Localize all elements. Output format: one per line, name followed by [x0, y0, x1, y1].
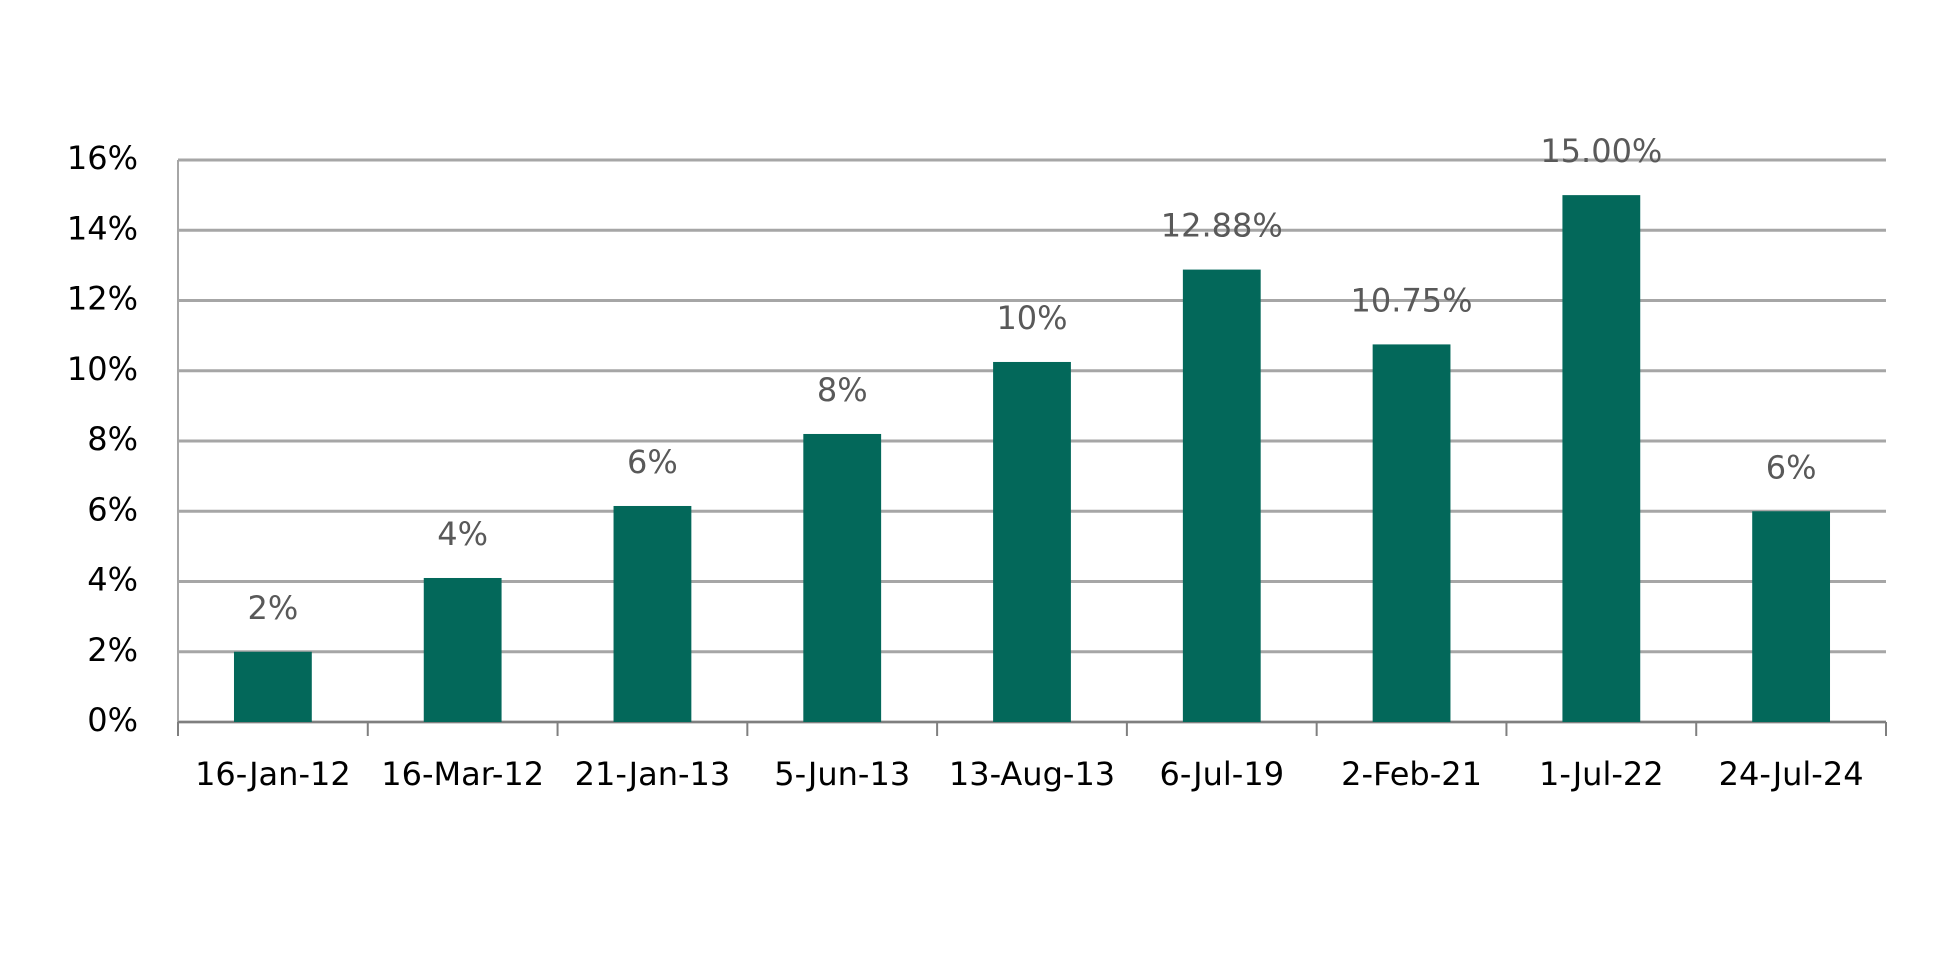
bar [613, 505, 692, 722]
bar [1182, 269, 1261, 722]
y-tick-label: 6% [87, 490, 138, 528]
x-tick-label: 1-Jul-22 [1539, 755, 1664, 793]
y-tick-label: 12% [67, 280, 138, 318]
y-tick-label: 2% [87, 631, 138, 669]
y-tick-label: 4% [87, 561, 138, 599]
y-tick-label: 8% [87, 420, 138, 458]
value-label: 8% [817, 371, 868, 409]
bar [423, 577, 502, 722]
value-label: 2% [248, 589, 299, 627]
x-tick-label: 24-Jul-24 [1719, 755, 1864, 793]
value-label: 4% [437, 515, 488, 553]
value-label: 10% [996, 299, 1067, 337]
x-tick-label: 21-Jan-13 [575, 755, 731, 793]
y-tick-label: 0% [87, 701, 138, 739]
value-label: 12.88% [1161, 207, 1283, 245]
x-tick-label: 5-Jun-13 [774, 755, 910, 793]
value-label: 15.00% [1540, 132, 1662, 170]
x-tick-label: 16-Mar-12 [381, 755, 544, 793]
y-tick-label: 16% [67, 139, 138, 177]
x-tick-label: 6-Jul-19 [1159, 755, 1284, 793]
bar [993, 361, 1071, 722]
bar [233, 651, 312, 722]
bar [1372, 344, 1451, 722]
x-tick-label: 2-Feb-21 [1341, 755, 1482, 793]
y-tick-label: 10% [67, 350, 138, 388]
x-tick-label: 16-Jan-12 [195, 755, 351, 793]
bar [1562, 195, 1641, 722]
value-label: 10.75% [1351, 281, 1473, 319]
value-label: 6% [1766, 448, 1817, 486]
value-label: 6% [627, 443, 678, 481]
x-tick-label: 13-Aug-13 [949, 755, 1115, 793]
bar [1752, 511, 1831, 722]
bar [803, 433, 882, 722]
y-tick-label: 14% [67, 209, 138, 247]
